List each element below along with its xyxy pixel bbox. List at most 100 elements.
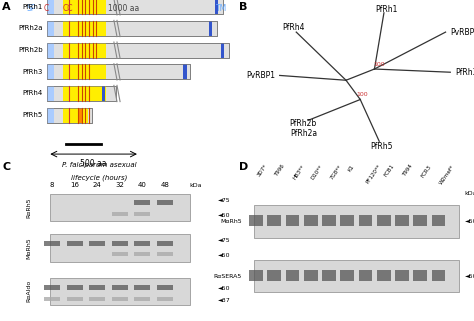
Bar xyxy=(47,21,218,36)
Text: W2mef*: W2mef* xyxy=(438,164,456,185)
Bar xyxy=(67,285,82,290)
Bar xyxy=(134,297,150,301)
Text: 8: 8 xyxy=(50,182,55,188)
Bar xyxy=(102,86,105,101)
Text: D10**: D10** xyxy=(311,164,324,180)
Bar xyxy=(47,64,190,79)
Bar xyxy=(63,0,106,14)
Text: PfRh3: PfRh3 xyxy=(22,69,43,75)
Bar xyxy=(112,212,128,216)
Bar xyxy=(157,285,173,290)
Text: PfRh5: PfRh5 xyxy=(22,112,43,118)
Bar xyxy=(285,270,300,281)
Text: C: C xyxy=(44,4,49,13)
Text: PfRh1: PfRh1 xyxy=(22,4,43,10)
Bar xyxy=(395,270,409,281)
Bar xyxy=(50,194,190,221)
Bar xyxy=(78,108,82,123)
Bar xyxy=(134,200,150,205)
Bar xyxy=(304,270,318,281)
Text: PfRh2b
PfRh2a: PfRh2b PfRh2a xyxy=(290,119,317,138)
Text: 1000 aa: 1000 aa xyxy=(108,4,139,13)
Bar xyxy=(112,252,128,256)
Bar xyxy=(431,215,446,226)
Bar xyxy=(47,86,54,101)
Bar xyxy=(47,42,228,58)
Bar xyxy=(249,215,263,226)
Text: 48: 48 xyxy=(160,182,169,188)
Text: K1: K1 xyxy=(347,164,356,172)
Bar xyxy=(249,270,263,281)
Bar xyxy=(112,297,128,301)
Text: PF120**: PF120** xyxy=(365,164,383,185)
Text: TM: TM xyxy=(216,4,227,13)
Text: RαSERA5: RαSERA5 xyxy=(213,273,242,279)
Text: T994: T994 xyxy=(402,164,414,178)
Text: ◄50: ◄50 xyxy=(218,253,230,258)
Bar xyxy=(134,212,150,216)
Bar xyxy=(340,215,354,226)
Bar xyxy=(89,241,105,246)
Bar xyxy=(134,252,150,256)
Text: 500 aa: 500 aa xyxy=(81,159,107,168)
Text: ◄50: ◄50 xyxy=(465,273,474,279)
Text: RαAldo: RαAldo xyxy=(26,280,31,302)
Text: 7G8**: 7G8** xyxy=(329,164,343,180)
Text: ◄50: ◄50 xyxy=(218,213,230,218)
Text: ◄75: ◄75 xyxy=(218,198,231,203)
Text: T996: T996 xyxy=(274,164,286,178)
Bar xyxy=(47,42,54,58)
Bar xyxy=(267,270,281,281)
Bar xyxy=(157,297,173,301)
Text: PfRh2b: PfRh2b xyxy=(18,47,43,53)
Bar xyxy=(50,234,190,262)
Bar xyxy=(63,108,88,123)
Bar xyxy=(112,285,128,290)
Bar xyxy=(47,108,92,123)
Bar xyxy=(322,270,336,281)
Bar xyxy=(44,297,60,301)
Bar xyxy=(63,86,106,101)
Bar xyxy=(47,21,54,36)
Text: B: B xyxy=(239,2,248,12)
Text: PfRh5: PfRh5 xyxy=(370,142,393,151)
Text: RαRh5: RαRh5 xyxy=(26,198,31,218)
Bar xyxy=(285,215,300,226)
Bar xyxy=(221,42,225,58)
Bar xyxy=(47,86,116,101)
Bar xyxy=(431,270,446,281)
Text: kDa: kDa xyxy=(190,183,202,188)
Bar xyxy=(89,285,105,290)
Bar xyxy=(47,0,223,14)
Text: 100: 100 xyxy=(374,62,385,67)
Bar xyxy=(157,241,173,246)
Bar xyxy=(112,241,128,246)
Bar xyxy=(377,270,391,281)
Bar xyxy=(157,200,173,205)
Text: 32: 32 xyxy=(115,182,124,188)
Text: HB3**: HB3** xyxy=(292,164,306,180)
Bar xyxy=(267,215,281,226)
Bar xyxy=(157,252,173,256)
Bar xyxy=(377,215,391,226)
Bar xyxy=(322,215,336,226)
Text: 16: 16 xyxy=(70,182,79,188)
Bar xyxy=(395,215,409,226)
Bar xyxy=(209,21,212,36)
Text: P. falciparum asexual: P. falciparum asexual xyxy=(62,162,137,168)
Text: PfRh2a: PfRh2a xyxy=(18,25,43,31)
Bar xyxy=(47,64,54,79)
Text: PfRh1: PfRh1 xyxy=(375,5,398,14)
Bar xyxy=(254,205,459,238)
Bar xyxy=(47,108,92,123)
Bar xyxy=(63,21,106,36)
Text: FCR3: FCR3 xyxy=(420,164,432,178)
Bar xyxy=(254,260,459,292)
Bar xyxy=(47,0,54,14)
Text: C: C xyxy=(2,162,10,172)
Bar xyxy=(304,215,318,226)
Text: A: A xyxy=(2,2,11,12)
Text: ◄50: ◄50 xyxy=(218,286,230,291)
Text: CC: CC xyxy=(62,4,73,13)
Text: MαRh5: MαRh5 xyxy=(26,237,31,259)
